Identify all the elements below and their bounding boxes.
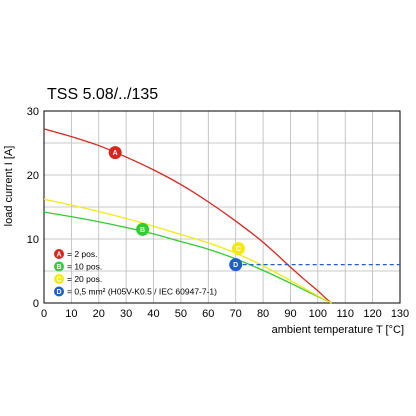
legend-label: = 10 pos. <box>67 262 102 272</box>
legend-marker <box>54 261 64 272</box>
x-axis-label: ambient temperature T [°C] <box>272 324 404 336</box>
y-axis-label: load current I [A] <box>3 146 15 227</box>
legend-entry-a: A = 2 pos. <box>54 249 97 259</box>
marker-circle <box>229 258 243 272</box>
marker-letter: A <box>113 150 118 157</box>
x-tick-label: 50 <box>175 308 187 320</box>
marker-a: A <box>108 146 122 160</box>
x-tick-label: 130 <box>391 308 409 320</box>
marker-d: D <box>229 258 243 272</box>
legend-marker <box>54 286 64 297</box>
y-tick-label: 10 <box>27 234 39 246</box>
legend-marker-letter: B <box>56 264 61 271</box>
series-line-c <box>43 198 332 304</box>
legend-label: = 2 pos. <box>67 249 97 259</box>
marker-circle <box>136 222 150 236</box>
x-tick-label: 70 <box>230 308 242 320</box>
legend-entry-d: D = 0,5 mm² (H05V-K0.5 / IEC 60947-7-1) <box>54 286 217 297</box>
legend-label: = 20 pos. <box>67 274 102 284</box>
x-tick-label: 20 <box>93 308 105 320</box>
marker-circle <box>108 146 122 160</box>
x-tick-label: 60 <box>202 308 214 320</box>
y-tick-label: 30 <box>27 106 39 118</box>
legend-entry-b: B = 10 pos. <box>54 261 102 272</box>
chart-title: TSS 5.08/../135 <box>47 86 158 103</box>
x-tick-labels: 0 10 20 30 40 50 60 70 80 90 100 110 120 130 <box>41 308 409 320</box>
x-tick-label: 40 <box>147 308 159 320</box>
legend-label: = 0,5 mm² (H05V-K0.5 / IEC 60947-7-1) <box>67 287 217 297</box>
legend-marker <box>54 274 64 284</box>
x-tick-label: 10 <box>65 308 77 320</box>
x-tick-label: 80 <box>257 308 269 320</box>
marker-circle <box>231 242 245 256</box>
plot-frame <box>43 110 401 304</box>
marker-letter: B <box>140 227 145 234</box>
legend-marker-letter: A <box>56 251 61 258</box>
x-tick-label: 0 <box>41 308 47 320</box>
y-tick-labels: 0 10 20 30 <box>27 106 39 310</box>
x-tick-label: 100 <box>309 308 327 320</box>
marker-letter: C <box>236 246 241 253</box>
legend-marker-letter: D <box>56 289 61 296</box>
series-markers: A B C D <box>108 146 245 272</box>
legend-marker-letter: C <box>56 276 61 283</box>
legend-entry-c: C = 20 pos. <box>54 274 102 284</box>
series-lines <box>43 128 400 304</box>
series-line-a <box>43 128 332 304</box>
legend-marker <box>54 249 64 259</box>
series-line-b <box>43 211 332 304</box>
y-tick-label: 0 <box>33 298 39 310</box>
grid <box>44 111 400 303</box>
x-tick-label: 90 <box>284 308 296 320</box>
y-tick-label: 20 <box>27 170 39 182</box>
legend: A = 2 pos. B = 10 pos. C = 20 pos. D = 0,5 mm² … <box>54 249 217 297</box>
x-tick-label: 30 <box>120 308 132 320</box>
marker-b: B <box>136 222 150 236</box>
x-tick-label: 110 <box>336 308 354 320</box>
x-tick-label: 120 <box>363 308 381 320</box>
marker-c: C <box>231 242 245 256</box>
marker-letter: D <box>233 262 238 269</box>
